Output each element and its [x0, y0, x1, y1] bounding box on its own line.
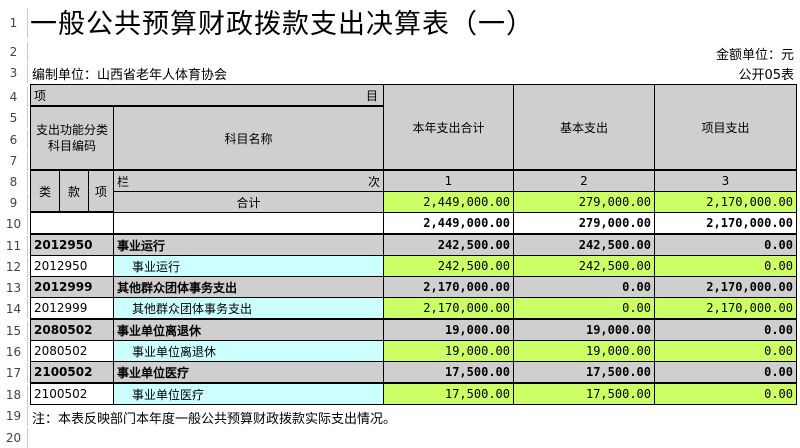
sheet-title[interactable]: 一般公共预算财政拨款支出决算表（一）	[30, 9, 534, 40]
code-cell[interactable]: 2100502	[30, 383, 114, 405]
header-func-code[interactable]: 支出功能分类科目编码	[30, 106, 114, 170]
org-label[interactable]: 编制单位：山西省老年人体育协会	[32, 68, 228, 83]
row-number[interactable]: 14	[0, 299, 28, 319]
header-lan-ci[interactable]: 栏 次	[113, 170, 384, 192]
project-cell[interactable]: 0.00	[654, 234, 797, 256]
header-basic-col[interactable]: 基本支出	[513, 84, 655, 170]
row-number[interactable]: 7	[0, 151, 28, 171]
basic-cell[interactable]: 17,500.00	[513, 383, 655, 405]
row-number[interactable]: 5	[0, 108, 28, 128]
name-cell[interactable]: 事业单位离退休	[113, 340, 384, 362]
basic-cell[interactable]: 0.00	[513, 297, 655, 319]
row-number[interactable]: 13	[0, 278, 28, 298]
row-number[interactable]: 10	[0, 214, 28, 234]
row-number[interactable]: 18	[0, 385, 28, 405]
row-number[interactable]: 6	[0, 130, 28, 150]
header-xiang[interactable]: 项	[30, 84, 384, 106]
col-index-3[interactable]: 3	[654, 170, 797, 192]
basic-cell[interactable]: 19,000.00	[513, 340, 655, 362]
total-cell[interactable]: 17,500.00	[383, 383, 514, 405]
header-mu: 目	[366, 86, 382, 104]
name-cell[interactable]: 事业运行	[113, 255, 384, 277]
code-cell[interactable]: 2012950	[30, 255, 114, 277]
code-cell[interactable]: 2080502	[30, 319, 114, 341]
project-cell[interactable]: 2,170,000.00	[654, 276, 797, 298]
row-number[interactable]: 12	[0, 257, 28, 277]
row-number[interactable]: 11	[0, 236, 28, 256]
total-cell[interactable]: 2,449,000.00	[383, 212, 514, 234]
code-cell[interactable]	[30, 212, 114, 234]
name-cell[interactable]: 事业单位医疗	[113, 383, 384, 405]
project-cell[interactable]: 2,170,000.00	[654, 297, 797, 319]
basic-cell[interactable]: 0.00	[513, 276, 655, 298]
project-cell[interactable]: 2,170,000.00	[654, 212, 797, 234]
name-cell[interactable]: 事业单位医疗	[113, 361, 384, 383]
project-cell[interactable]: 0.00	[654, 383, 797, 405]
total-cell[interactable]: 2,170,000.00	[383, 276, 514, 298]
header-kuan[interactable]: 款	[59, 170, 89, 212]
header-xiang-label: 项	[34, 88, 47, 103]
code-cell[interactable]: 2012950	[30, 234, 114, 256]
table-number[interactable]: 公开05表	[738, 68, 794, 83]
basic-cell[interactable]: 242,500.00	[513, 234, 655, 256]
project-cell[interactable]: 0.00	[654, 361, 797, 383]
basic-cell[interactable]: 279,000.00	[513, 212, 655, 234]
code-cell[interactable]: 2080502	[30, 340, 114, 362]
row-number[interactable]: 8	[0, 172, 28, 192]
row-number[interactable]: 1	[0, 8, 28, 38]
col-index-1[interactable]: 1	[383, 170, 514, 192]
total-cell[interactable]: 17,500.00	[383, 361, 514, 383]
basic-cell[interactable]: 242,500.00	[513, 255, 655, 277]
row-number[interactable]: 19	[0, 406, 28, 426]
total-cell[interactable]: 242,500.00	[383, 255, 514, 277]
row-number[interactable]: 17	[0, 363, 28, 383]
header-subject-name[interactable]: 科目名称	[113, 106, 384, 170]
project-cell[interactable]: 2,170,000.00	[654, 191, 797, 213]
row-number[interactable]: 20	[0, 428, 28, 448]
amount-unit[interactable]: 金额单位：元	[715, 48, 794, 63]
row-number[interactable]: 15	[0, 321, 28, 341]
code-cell[interactable]: 2100502	[30, 361, 114, 383]
basic-cell[interactable]: 279,000.00	[513, 191, 655, 213]
name-cell[interactable]: 事业单位离退休	[113, 319, 384, 341]
basic-cell[interactable]: 19,000.00	[513, 319, 655, 341]
project-cell[interactable]: 0.00	[654, 255, 797, 277]
total-cell[interactable]: 2,170,000.00	[383, 297, 514, 319]
name-cell[interactable]	[113, 212, 384, 234]
col-index-2[interactable]: 2	[513, 170, 655, 192]
header-xiang2[interactable]: 项	[88, 170, 114, 212]
basic-cell[interactable]: 17,500.00	[513, 361, 655, 383]
sum-label[interactable]: 合计	[113, 191, 384, 213]
project-cell[interactable]: 0.00	[654, 340, 797, 362]
footnote[interactable]: 注：本表反映部门本年度一般公共预算财政拨款实际支出情况。	[32, 412, 397, 427]
row-number[interactable]: 4	[0, 87, 28, 107]
total-cell[interactable]: 19,000.00	[383, 319, 514, 341]
project-cell[interactable]: 0.00	[654, 319, 797, 341]
name-cell[interactable]: 其他群众团体事务支出	[113, 297, 384, 319]
code-cell[interactable]: 2012999	[30, 276, 114, 298]
name-cell[interactable]: 事业运行	[113, 234, 384, 256]
total-cell[interactable]: 242,500.00	[383, 234, 514, 256]
row-number[interactable]: 16	[0, 342, 28, 362]
header-lei[interactable]: 类	[30, 170, 60, 212]
total-cell[interactable]: 2,449,000.00	[383, 191, 514, 213]
row-number[interactable]: 3	[0, 63, 28, 83]
header-total-col[interactable]: 本年支出合计	[383, 84, 514, 170]
code-cell[interactable]: 2012999	[30, 297, 114, 319]
header-project-col[interactable]: 项目支出	[654, 84, 797, 170]
row-number[interactable]: 2	[0, 42, 28, 62]
total-cell[interactable]: 19,000.00	[383, 340, 514, 362]
row-number[interactable]: 9	[0, 193, 28, 213]
name-cell[interactable]: 其他群众团体事务支出	[113, 276, 384, 298]
